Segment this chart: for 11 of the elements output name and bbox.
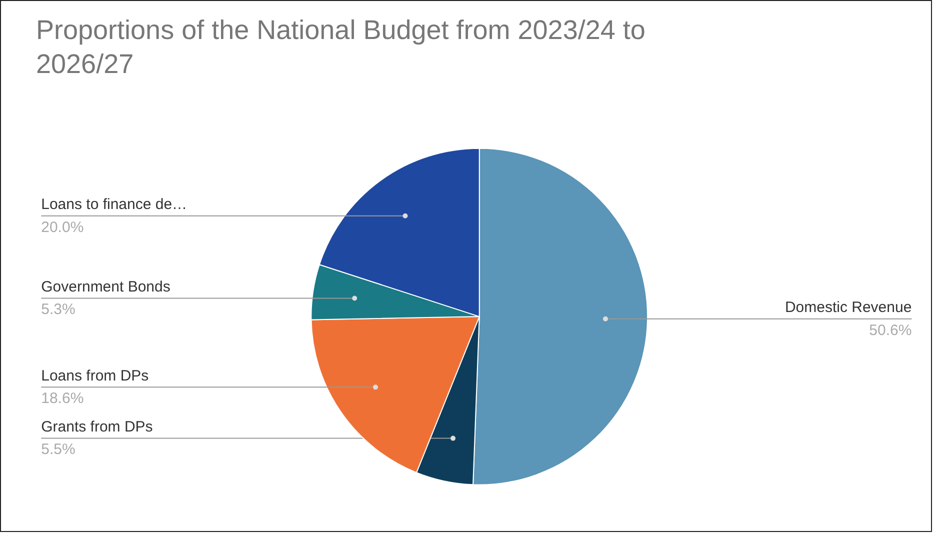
data-label: 5.3% — [41, 301, 76, 318]
data-label: 18.6% — [41, 390, 84, 408]
slice-label: Loans to finance de… — [41, 196, 188, 213]
slice-label: Grants from DPs — [41, 418, 153, 436]
slice-label: Loans from DPs — [41, 367, 149, 384]
slice-label: Government Bonds — [41, 278, 170, 296]
slice-label: Domestic Revenue — [784, 298, 912, 316]
data-label: 50.6% — [869, 322, 912, 339]
chart-title: Proportions of the National Budget from 2023/24 to 2026/27 — [36, 14, 646, 81]
data-label: 5.5% — [41, 441, 76, 458]
data-label: 20.0% — [41, 218, 84, 236]
